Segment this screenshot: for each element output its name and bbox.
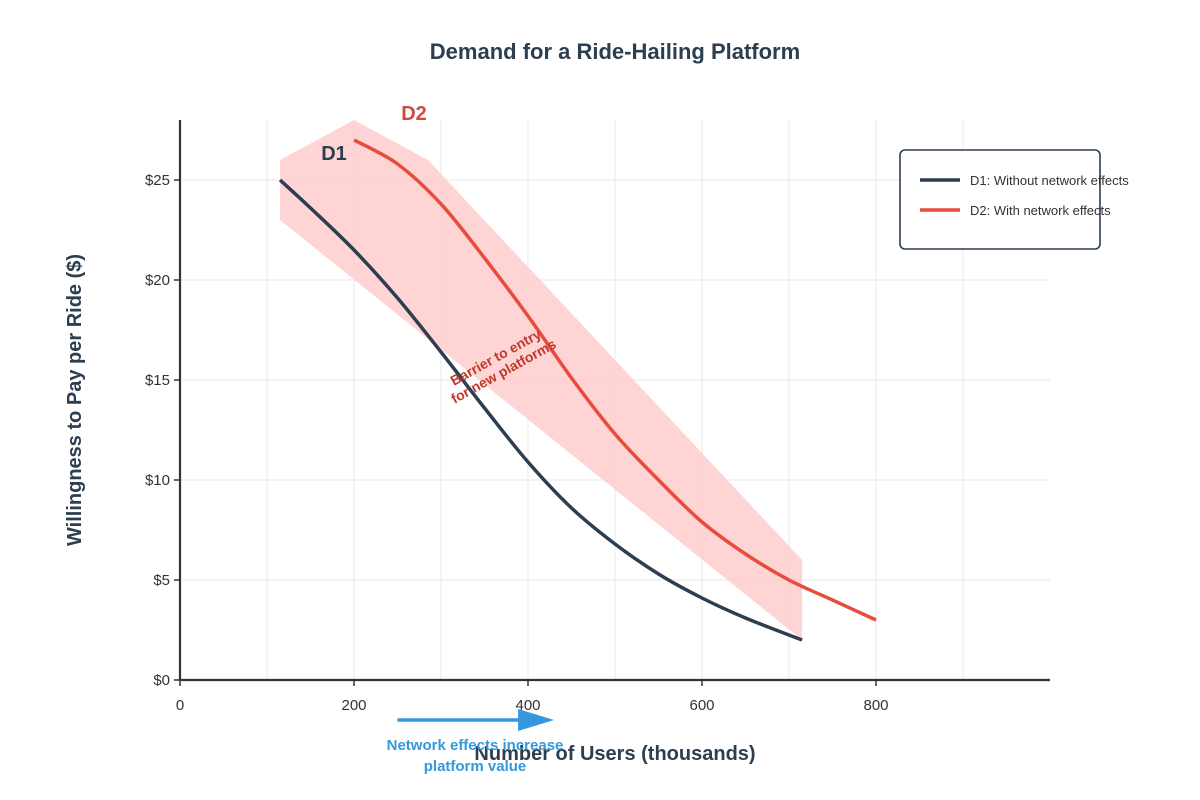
x-tick-label: 400 — [515, 697, 540, 714]
x-tick-label: 200 — [341, 697, 366, 714]
curve-label-d2: D2 — [401, 103, 427, 125]
network-effects-annotation — [397, 709, 555, 731]
y-tick-label: $5 — [153, 572, 170, 589]
curve-label-d1: D1 — [321, 143, 347, 165]
y-axis-title: Willingness to Pay per Ride ($) — [64, 254, 86, 546]
tick-labels: 0 200 400 600 800 $0 $5 $10 $15 $20 $25 — [145, 172, 889, 714]
legend-box — [899, 149, 1101, 250]
series-lines — [278, 138, 877, 642]
series-line-d1 — [278, 178, 803, 642]
x-tick-label: 0 — [176, 697, 184, 714]
y-tick-label: $0 — [153, 672, 170, 689]
x-tick-label: 600 — [689, 697, 714, 714]
network-arrow-head — [518, 709, 555, 731]
x-tick-label: 800 — [863, 697, 888, 714]
network-annotation-line2: platform value — [424, 758, 527, 775]
series-line-d2 — [353, 138, 877, 622]
legend-label-d1: D1: Without network effects — [970, 173, 1129, 188]
y-tick-label: $25 — [145, 172, 170, 189]
x-axis-title: Number of Users (thousands) — [474, 743, 755, 765]
barrier-shaded-band — [280, 120, 803, 640]
y-tick-label: $10 — [145, 472, 170, 489]
legend: D1: Without network effects D2: With net… — [899, 149, 1129, 250]
network-annotation-line1: Network effects increase — [387, 737, 564, 754]
y-tick-label: $20 — [145, 272, 170, 289]
legend-label-d2: D2: With network effects — [970, 203, 1111, 218]
y-tick-label: $15 — [145, 372, 170, 389]
axes — [178, 120, 1050, 682]
chart-title: Demand for a Ride-Hailing Platform — [430, 39, 800, 64]
